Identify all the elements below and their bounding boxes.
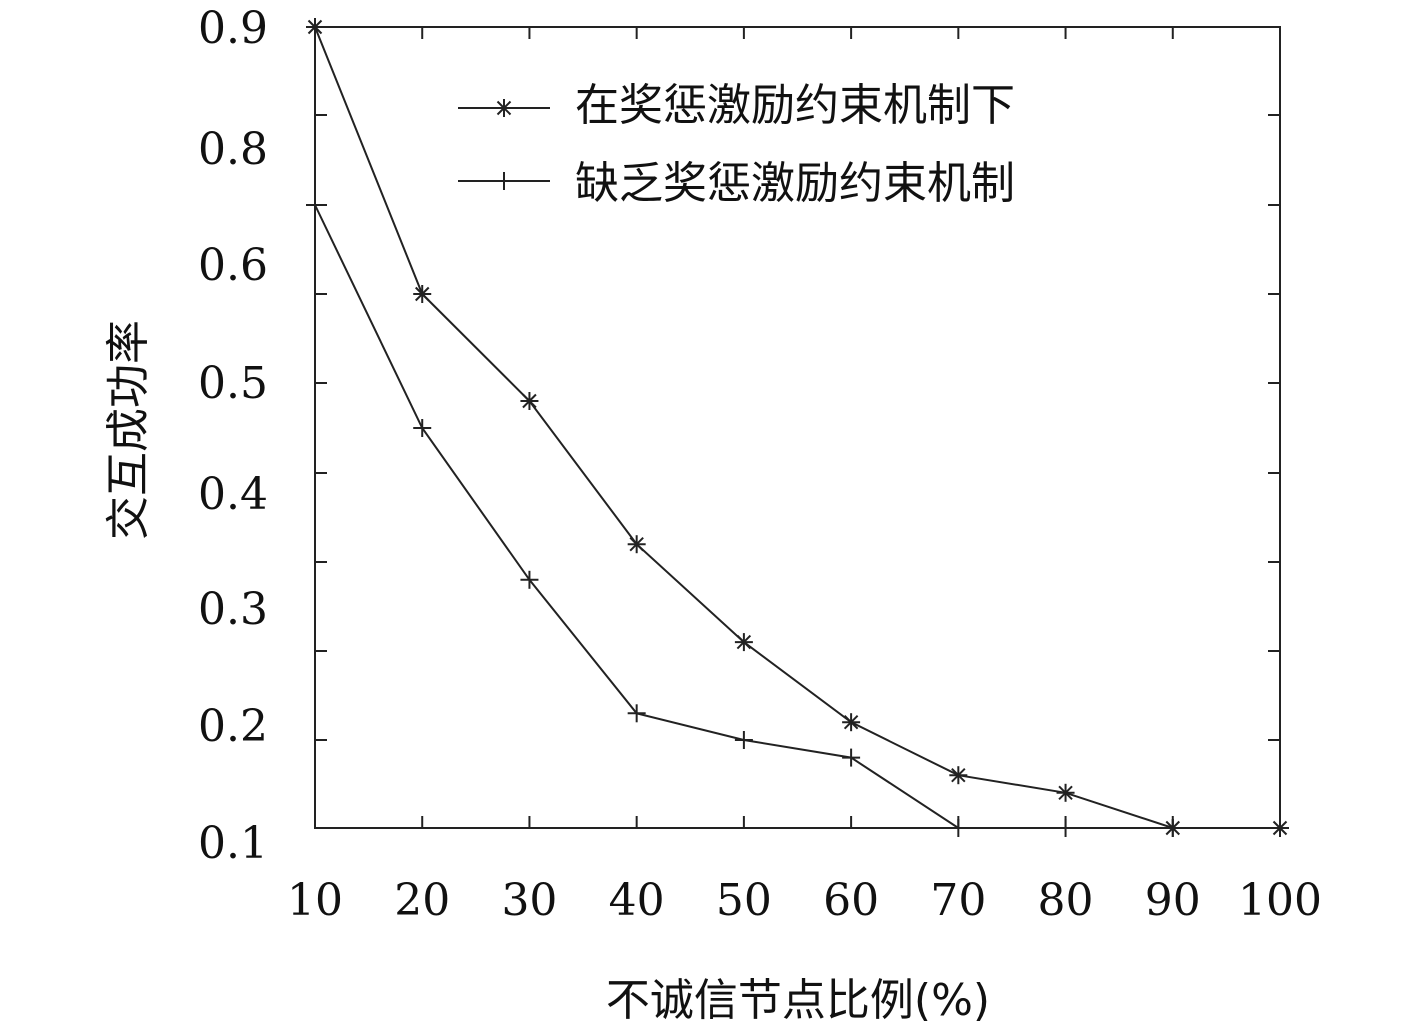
- data-point-plus: [627, 704, 646, 723]
- x-tick-label: 100: [1238, 875, 1322, 926]
- y-tick-label: 0.3: [198, 584, 268, 635]
- data-point-plus: [1271, 819, 1289, 837]
- data-point-asterisk: [306, 18, 324, 36]
- data-point-plus: [734, 731, 753, 749]
- x-tick-label: 10: [287, 875, 343, 926]
- x-axis: 10 20 30 40 50 60 70 80 90 100: [287, 27, 1322, 926]
- x-tick-label: 40: [609, 875, 665, 926]
- y-axis: 0.9 0.8 0.6 0.5 0.4 0.3 0.2 0.1: [198, 3, 1280, 869]
- legend-marker: [495, 99, 513, 117]
- x-tick-label: 20: [394, 875, 450, 926]
- x-tick-label: 30: [501, 875, 557, 926]
- data-point-asterisk: [734, 633, 753, 652]
- data-point-asterisk: [949, 766, 968, 785]
- data-point-plus: [1056, 819, 1075, 837]
- data-point-plus: [306, 196, 324, 214]
- data-point-asterisk: [520, 392, 539, 410]
- legend-label-0: 在奖惩激励约束机制下: [575, 80, 1015, 131]
- data-point-plus: [1163, 819, 1182, 837]
- y-tick-label: 0.5: [198, 358, 268, 409]
- x-tick-label: 90: [1145, 875, 1201, 926]
- x-tick-label: 80: [1038, 875, 1094, 926]
- x-tick-label: 50: [716, 875, 772, 926]
- y-tick-label: 0.6: [198, 240, 268, 291]
- data-point-plus: [520, 570, 539, 589]
- legend: 在奖惩激励约束机制下 缺乏奖惩激励约束机制: [458, 80, 1015, 209]
- data-point-plus: [842, 748, 861, 767]
- data-point-asterisk: [627, 535, 646, 554]
- series-layer: [306, 18, 1289, 837]
- legend-swatch-plus: [458, 172, 550, 190]
- legend-marker: [495, 172, 513, 190]
- data-point-asterisk: [413, 285, 432, 303]
- plot-frame: [314, 26, 1281, 829]
- data-point-asterisk: [1056, 783, 1075, 802]
- legend-label-1: 缺乏奖惩激励约束机制: [575, 158, 1015, 209]
- x-tick-label: 60: [823, 875, 879, 926]
- data-point-asterisk: [842, 713, 861, 732]
- y-axis-title: 交互成功率: [103, 320, 154, 540]
- y-tick-label: 0.9: [198, 3, 268, 54]
- y-tick-label: 0.4: [198, 469, 268, 520]
- series-line-0: [314, 26, 1280, 829]
- y-tick-label: 0.1: [198, 818, 268, 869]
- x-axis-title: 不诚信节点比例(%): [606, 975, 990, 1026]
- y-tick-label: 0.8: [198, 124, 268, 175]
- x-tick-label: 70: [930, 875, 986, 926]
- series-line-1: [314, 204, 1280, 829]
- y-tick-label: 0.2: [198, 701, 268, 752]
- legend-swatch-asterisk: [458, 99, 550, 117]
- data-point-plus: [413, 419, 432, 437]
- data-point-plus: [949, 819, 968, 837]
